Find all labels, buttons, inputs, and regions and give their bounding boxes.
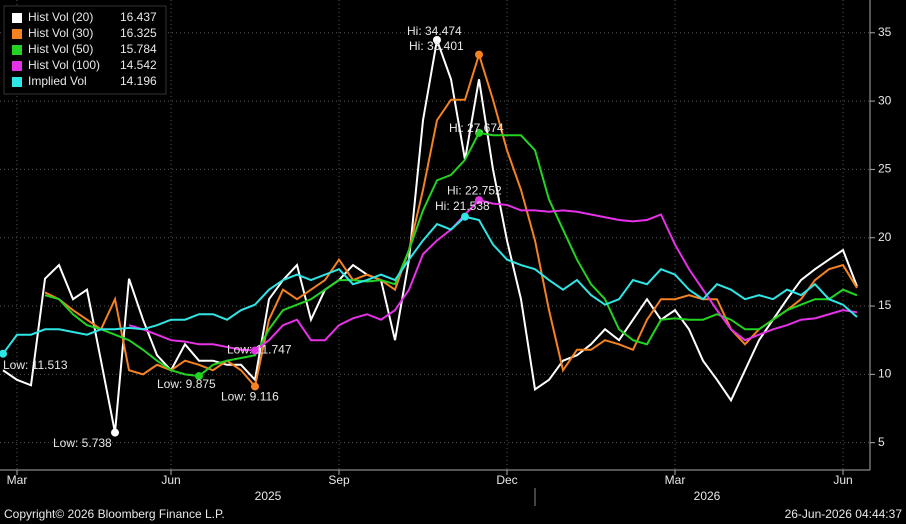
legend-swatch xyxy=(12,77,22,87)
legend-label: Hist Vol (20) xyxy=(28,10,93,24)
legend-swatch xyxy=(12,45,22,55)
extreme-marker xyxy=(433,35,441,44)
copyright: Copyright© 2026 Bloomberg Finance L.P. xyxy=(4,507,225,521)
extreme-label: Low: 5.738 xyxy=(53,436,112,450)
extreme-marker xyxy=(195,372,203,381)
legend-swatch xyxy=(12,29,22,39)
legend-label: Hist Vol (100) xyxy=(28,58,100,72)
extreme-marker xyxy=(251,346,259,355)
legend-box xyxy=(3,5,167,95)
legend-label: Hist Vol (50) xyxy=(28,42,93,56)
year-label: 2025 xyxy=(255,489,282,503)
extreme-marker xyxy=(475,196,483,205)
y-tick-label: 30 xyxy=(878,93,892,107)
x-tick-label: Mar xyxy=(7,473,28,487)
legend-value: 16.325 xyxy=(120,26,157,40)
y-tick-label: 5 xyxy=(878,435,885,449)
legend-value: 14.196 xyxy=(120,74,157,88)
extreme-label: Hi: 27.674 xyxy=(449,121,504,135)
legend-swatch xyxy=(12,61,22,71)
legend-value: 14.542 xyxy=(120,58,157,72)
extreme-label: Low: 9.116 xyxy=(221,390,279,404)
legend-value: 16.437 xyxy=(120,10,157,24)
extreme-label: Hi: 21.538 xyxy=(435,199,490,213)
y-tick-label: 35 xyxy=(878,25,892,39)
series-line xyxy=(2,215,858,355)
series-line xyxy=(2,36,858,433)
extreme-marker xyxy=(475,128,483,137)
series-line xyxy=(128,199,858,352)
extreme-marker xyxy=(111,428,119,437)
x-tick-label: Dec xyxy=(496,473,517,487)
extreme-label: Low: 11.747 xyxy=(227,343,292,357)
timestamp: 26-Jun-2026 04:44:37 xyxy=(785,507,903,521)
extreme-label: Hi: 22.752 xyxy=(447,183,502,197)
extreme-label: Hi: 33.401 xyxy=(409,39,464,53)
extreme-marker xyxy=(251,382,259,391)
extreme-marker xyxy=(0,349,7,358)
legend-label: Implied Vol xyxy=(28,74,87,88)
series-line xyxy=(44,51,858,389)
legend-value: 15.784 xyxy=(120,42,157,56)
legend-swatch xyxy=(12,13,22,23)
y-tick-label: 15 xyxy=(878,298,892,312)
x-tick-label: Sep xyxy=(328,473,350,487)
year-label: 2026 xyxy=(694,489,721,503)
legend-label: Hist Vol (30) xyxy=(28,26,93,40)
x-tick-label: Mar xyxy=(665,473,686,487)
y-tick-label: 25 xyxy=(878,162,892,176)
extreme-label: Low: 11.513 xyxy=(3,358,68,372)
extreme-marker xyxy=(461,212,469,221)
x-tick-label: Jun xyxy=(833,473,852,487)
extreme-marker xyxy=(475,50,483,59)
extreme-label: Low: 9.875 xyxy=(157,377,216,391)
y-tick-label: 20 xyxy=(878,230,892,244)
y-tick-label: 10 xyxy=(878,367,892,381)
x-tick-label: Jun xyxy=(161,473,180,487)
extreme-label: Hi: 34.474 xyxy=(407,24,462,38)
